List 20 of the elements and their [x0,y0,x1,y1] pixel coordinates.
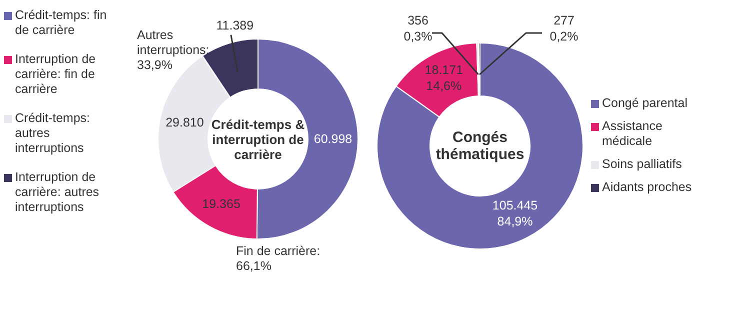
data-label: 18.171 14,6% [424,63,464,94]
legend-label: Assistance médicale [602,119,664,149]
legend-label: Soins palliatifs [602,157,682,172]
legend-label: Interruption de carrière: autres interruptions [15,170,100,215]
legend-label: Crédit-temps: autres interruptions [15,111,92,156]
data-label: 11.389 [216,18,254,32]
data-label: 277 0,2% [550,13,578,44]
text: Crédit-temps & interruption de carrière [210,116,306,162]
data-label: 29.810 [166,116,204,130]
legend-label: Aidants proches [602,180,692,195]
legend-label: Interruption de carrière: fin de carrière [15,52,97,97]
data-label: 60.998 [314,132,352,146]
data-label: 356 0,3% [404,13,432,44]
data-label: 19.365 [202,196,240,211]
legend-label: Congé parental [602,96,688,111]
text: Autres interruptions: 33,9% [137,28,210,72]
legend-label: Crédit-temps: fin de carrière [15,8,108,38]
data-label: 105.445 84,9% [492,198,538,228]
text: Fin de carrière: 66,1% [236,244,322,274]
text: Congés thématiques [434,129,526,163]
